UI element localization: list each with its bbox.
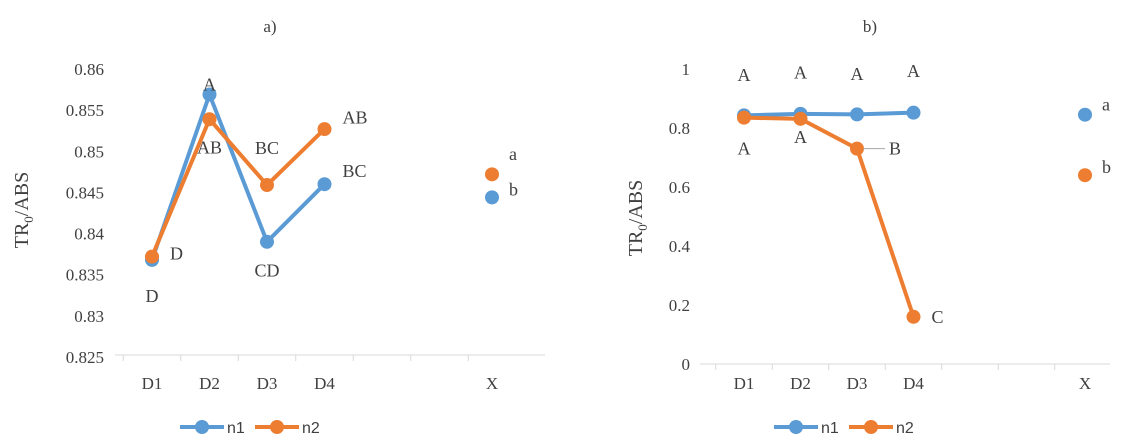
x-tick-label: X [486, 374, 498, 393]
data-label: B [889, 139, 901, 159]
data-point-n2 [202, 112, 217, 127]
data-label: a [509, 144, 517, 164]
y-tick-label: 0.86 [74, 60, 104, 79]
y-axis-label: TR0/ABS [625, 180, 650, 257]
data-point-n1 [485, 190, 499, 205]
legend-label-n2: n2 [302, 420, 320, 437]
data-point-n2 [737, 110, 751, 125]
data-label: CD [254, 260, 279, 280]
data-label: D [170, 243, 183, 263]
data-point-n2 [485, 167, 499, 182]
data-point-n2 [906, 309, 921, 324]
y-tick-label: 0.85 [74, 142, 104, 161]
data-point-n1 [317, 177, 332, 192]
data-point-n2 [317, 122, 332, 137]
series-line-n1 [150, 92, 326, 261]
data-label: AB [197, 138, 222, 158]
series-line-n2 [743, 115, 916, 318]
chart-a: a) TR0/ABS 0.825 0.83 0.835 0.84 0.845 0.85 0.85… [11, 17, 545, 437]
y-tick-label: 0.825 [66, 348, 104, 367]
x-tick-label: X [1079, 374, 1091, 393]
data-point-n2 [260, 178, 274, 193]
legend-label-n2: n2 [896, 420, 914, 437]
data-label: A [851, 64, 864, 84]
data-label: A [738, 138, 751, 158]
data-label: A [907, 61, 920, 81]
data-point-n2 [1078, 168, 1092, 183]
chart-title: a) [263, 17, 276, 36]
data-label: C [932, 307, 944, 327]
x-tick-label: D4 [903, 374, 924, 393]
y-axis-label: TR0/ABS [11, 172, 36, 249]
data-label: b [509, 179, 518, 199]
legend-swatch-marker [789, 420, 803, 434]
legend-swatch-marker [270, 420, 284, 434]
series-line-n2 [150, 117, 326, 258]
series-line-n1 [743, 110, 914, 118]
y-tick-label: 0.84 [74, 225, 104, 244]
y-tick-label: 0.855 [66, 101, 104, 120]
x-tick-label: D2 [199, 374, 220, 393]
data-point-n2 [850, 141, 864, 156]
data-label: b [1102, 157, 1111, 177]
y-tick-label: 0.845 [66, 183, 104, 202]
data-label: BC [255, 138, 279, 158]
data-label: A [203, 75, 216, 95]
x-tick-label: D2 [790, 374, 811, 393]
chart-title: b) [863, 17, 877, 36]
y-tick-label: 1 [682, 60, 691, 79]
data-label: A [794, 62, 807, 82]
data-point-n2 [793, 111, 808, 126]
y-tick-label: 0.6 [669, 178, 690, 197]
data-point-n1 [202, 87, 217, 102]
y-tick-label: 0.4 [669, 237, 691, 256]
legend-label-n1: n1 [821, 420, 839, 437]
x-tick-label: D3 [847, 374, 868, 393]
data-label: BC [343, 161, 367, 181]
data-point-n2 [145, 249, 159, 264]
data-point-n1 [260, 234, 274, 249]
data-point-n1 [850, 107, 864, 122]
data-point-n1 [906, 105, 921, 120]
x-tick-label: D1 [734, 374, 755, 393]
legend-swatch-marker [195, 420, 209, 434]
y-tick-label: 0.8 [669, 119, 690, 138]
x-tick-label: D4 [314, 374, 335, 393]
x-tick-label: D3 [257, 374, 278, 393]
y-tick-label: 0.835 [66, 266, 104, 285]
legend-swatch-marker [864, 420, 878, 434]
data-label: a [1102, 95, 1110, 115]
data-label: D [146, 286, 159, 306]
data-point-n1 [1078, 107, 1092, 122]
y-tick-label: 0 [682, 355, 691, 374]
legend-label-n1: n1 [227, 420, 245, 437]
chart-b: b) TR0/ABS 0 0.2 0.4 0.6 0.8 1 D1 D2 D3 D4 X A A A A A B A C… [625, 17, 1111, 437]
data-label: A [738, 65, 751, 85]
data-label: AB [343, 108, 368, 128]
x-tick-label: D1 [142, 374, 163, 393]
data-label: A [794, 127, 807, 147]
y-tick-label: 0.2 [669, 296, 690, 315]
y-tick-label: 0.83 [74, 307, 104, 326]
